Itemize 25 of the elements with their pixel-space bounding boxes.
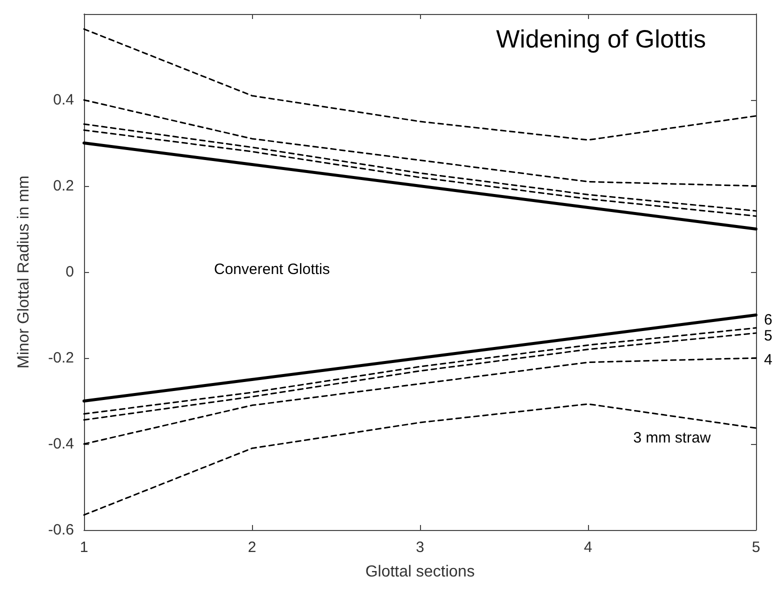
y-tick-label: -0.6 (48, 522, 74, 538)
line-series (83, 28, 757, 141)
x-tick-label: 2 (248, 539, 256, 556)
x-tick-label: 5 (752, 539, 760, 556)
y-tick-label: 0 (66, 264, 74, 280)
line-series (83, 403, 757, 516)
series-label: 4 (764, 351, 772, 368)
line-series (83, 99, 757, 187)
chart-title: Widening of Glottis (496, 26, 706, 54)
series-label: 5 (764, 327, 772, 344)
series-label: 6 (764, 311, 772, 328)
series-label: 3 mm straw (633, 430, 711, 447)
x-tick-label: 4 (584, 539, 592, 556)
line-series (83, 357, 757, 445)
y-tick-label: -0.2 (48, 350, 74, 366)
annotation: Converent Glottis (214, 261, 330, 278)
line-series (82, 314, 758, 402)
y-axis-title: Minor Glottal Radius in mm (16, 176, 32, 368)
x-tick-label: 3 (416, 539, 424, 556)
y-tick-label: -0.4 (48, 436, 74, 452)
y-tick-label: 0.2 (53, 178, 74, 194)
y-tick-label: 0.4 (53, 92, 74, 108)
x-tick-label: 1 (80, 539, 88, 556)
line-series (82, 142, 758, 230)
x-axis-title: Glottal sections (365, 564, 475, 580)
